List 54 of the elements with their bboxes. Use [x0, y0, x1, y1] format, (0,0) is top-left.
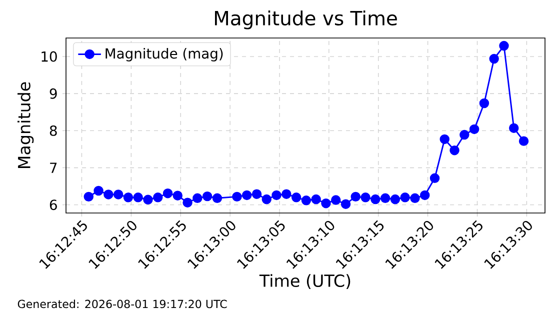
point — [410, 193, 420, 204]
point — [252, 189, 262, 199]
point — [282, 189, 292, 199]
point — [430, 173, 440, 184]
point — [331, 195, 341, 205]
point — [291, 192, 302, 202]
y-axis-title: Magnitude — [18, 82, 34, 168]
x-axis-title: Time (UTC) — [259, 274, 350, 290]
point — [420, 190, 430, 200]
y-tick-label: 6 — [50, 200, 57, 210]
point — [212, 193, 222, 204]
point — [94, 186, 104, 196]
point — [133, 192, 143, 202]
point — [460, 130, 470, 140]
point — [370, 194, 380, 204]
point — [321, 198, 331, 208]
text: Generated: 2026-08-01 19:17:20 UTC — [18, 300, 227, 308]
point — [162, 188, 173, 198]
point — [84, 192, 94, 202]
point — [469, 124, 480, 134]
point — [104, 190, 114, 200]
y-tick-label: 9 — [50, 88, 57, 99]
legend-label: Magnitude (mag) — [106, 48, 223, 62]
point — [143, 194, 153, 205]
point — [242, 190, 252, 200]
point — [340, 199, 351, 209]
point — [301, 196, 312, 206]
point — [153, 192, 163, 202]
point — [499, 40, 509, 51]
point — [192, 193, 202, 204]
point — [272, 190, 282, 200]
point — [390, 194, 400, 204]
point — [202, 191, 212, 202]
chart-title: Magnitude vs Time — [215, 10, 397, 30]
point — [350, 192, 360, 202]
point — [380, 193, 390, 204]
point — [311, 194, 321, 204]
point — [262, 194, 272, 204]
point — [113, 190, 124, 200]
point — [360, 192, 370, 202]
y-tick-label: 10 — [42, 51, 57, 62]
y-tick-label: 7 — [50, 162, 57, 173]
point — [172, 190, 183, 200]
point — [450, 145, 460, 156]
point — [123, 192, 134, 202]
point — [182, 198, 192, 208]
point — [232, 192, 242, 202]
y-tick-label: 8 — [50, 125, 57, 136]
point — [508, 123, 519, 133]
point — [440, 134, 450, 144]
point — [400, 192, 410, 202]
point — [479, 98, 490, 108]
point — [518, 136, 529, 146]
point — [489, 54, 499, 64]
